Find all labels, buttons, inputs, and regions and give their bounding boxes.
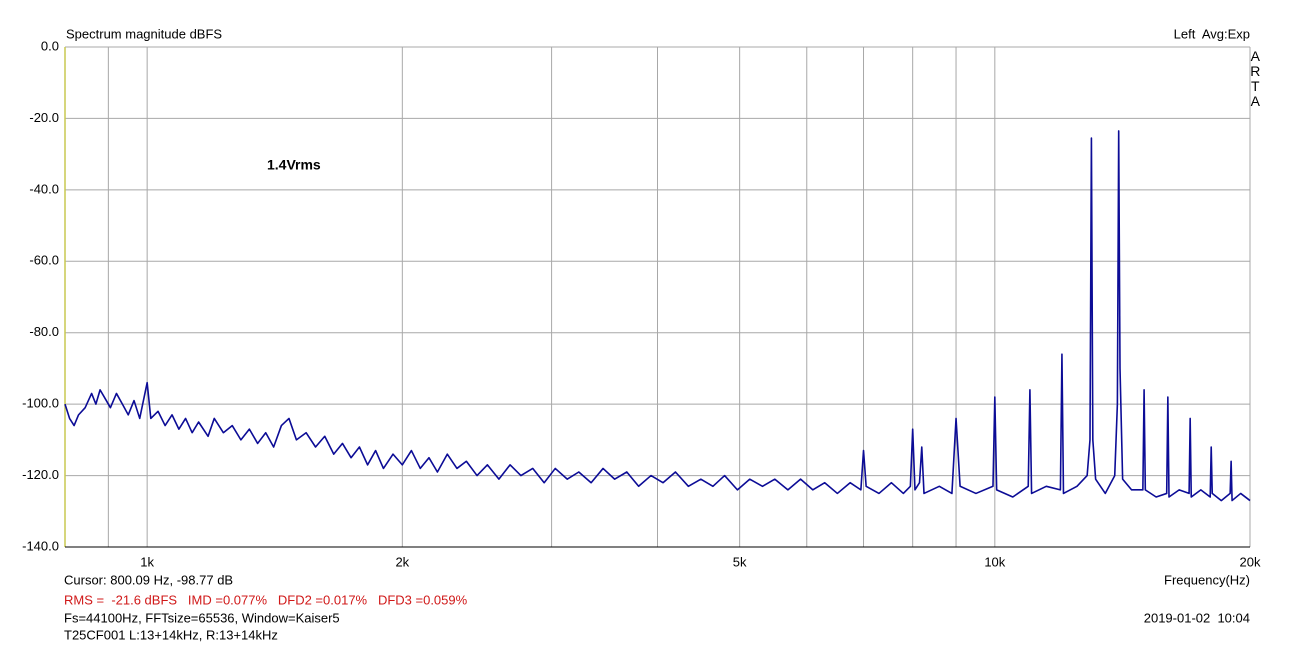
y-tick-label: -120.0 bbox=[22, 467, 59, 482]
x-tick-label: 20k bbox=[1240, 554, 1261, 569]
y-tick-label: -40.0 bbox=[29, 181, 59, 196]
file-readout: T25CF001 L:13+14kHz, R:13+14kHz bbox=[64, 627, 278, 642]
timestamp: 2019-01-02 10:04 bbox=[1144, 610, 1250, 625]
x-tick-label: 5k bbox=[733, 554, 747, 569]
y-tick-label: -60.0 bbox=[29, 253, 59, 268]
settings-readout: Fs=44100Hz, FFTsize=65536, Window=Kaiser… bbox=[64, 610, 340, 625]
x-tick-label: 1k bbox=[140, 554, 154, 569]
y-tick-label: -20.0 bbox=[29, 110, 59, 125]
annotation: 1.4Vrms bbox=[267, 157, 321, 173]
chart-title: Spectrum magnitude dBFS bbox=[66, 26, 222, 41]
cursor-readout: Cursor: 800.09 Hz, -98.77 dB bbox=[64, 572, 233, 587]
results-readout: RMS = -21.6 dBFS IMD =0.077% DFD2 =0.017… bbox=[64, 592, 468, 607]
channel-label: Left Avg:Exp bbox=[1174, 26, 1250, 41]
y-tick-label: -140.0 bbox=[22, 538, 59, 553]
y-tick-label: -80.0 bbox=[29, 324, 59, 339]
x-axis-label: Frequency(Hz) bbox=[1164, 572, 1250, 587]
spectrum-line bbox=[64, 130, 1251, 502]
y-tick-label: 0.0 bbox=[41, 38, 59, 53]
x-tick-label: 2k bbox=[395, 554, 409, 569]
logo: ARTA bbox=[1247, 48, 1263, 108]
y-tick-label: -100.0 bbox=[22, 396, 59, 411]
x-tick-label: 10k bbox=[984, 554, 1005, 569]
